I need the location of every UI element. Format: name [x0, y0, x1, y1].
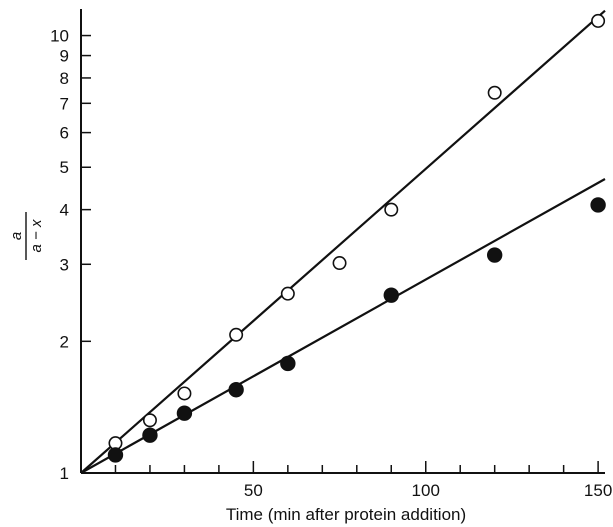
filled-circle-point: [228, 382, 244, 398]
filled-circle-point: [383, 287, 399, 303]
y-axis-title: a a − x: [8, 212, 45, 260]
open-circle-point: [280, 286, 295, 301]
fit-lines: [80, 9, 606, 474]
filled-circle-point: [176, 405, 193, 421]
open-circle-point: [332, 256, 347, 271]
fit-line-series-1: [80, 9, 606, 474]
data-points: [107, 13, 606, 463]
open-circle-point: [142, 413, 157, 428]
y-axis-title-numerator: a: [8, 232, 25, 240]
filled-circle-point: [142, 427, 158, 443]
x-axis-title: Time (min after protein addition): [226, 505, 466, 524]
y-axis-title-denominator: a − x: [28, 219, 45, 252]
y-tick-label: 6: [60, 124, 69, 143]
filled-circle-point: [590, 197, 606, 213]
open-circle-point: [591, 13, 606, 28]
y-tick-label: 2: [60, 332, 69, 351]
open-circle-point: [229, 327, 244, 342]
y-tick-label: 5: [60, 158, 69, 177]
open-circle-point: [384, 202, 399, 217]
y-tick-label: 8: [60, 69, 69, 88]
y-tick-label: 10: [50, 27, 69, 46]
axes: 50 100 150 1 2 3 4 5 6 7 8 910: [50, 9, 612, 500]
y-tick-label: 4: [60, 201, 69, 220]
y-tick-label: 9: [60, 47, 69, 66]
filled-circle-point: [107, 447, 124, 463]
y-tick-label: 7: [60, 94, 69, 113]
x-tick-label: 150: [584, 481, 612, 500]
filled-circle-point: [280, 355, 296, 372]
y-tick-label: 3: [60, 255, 69, 274]
x-tick-label: 50: [244, 481, 263, 500]
x-tick-label: 100: [412, 481, 440, 500]
filled-circle-point: [486, 247, 503, 263]
y-tick-label: 1: [60, 464, 69, 483]
open-circle-point: [487, 85, 502, 100]
open-circle-point: [177, 386, 192, 401]
fit-line-series-2: [80, 178, 606, 474]
